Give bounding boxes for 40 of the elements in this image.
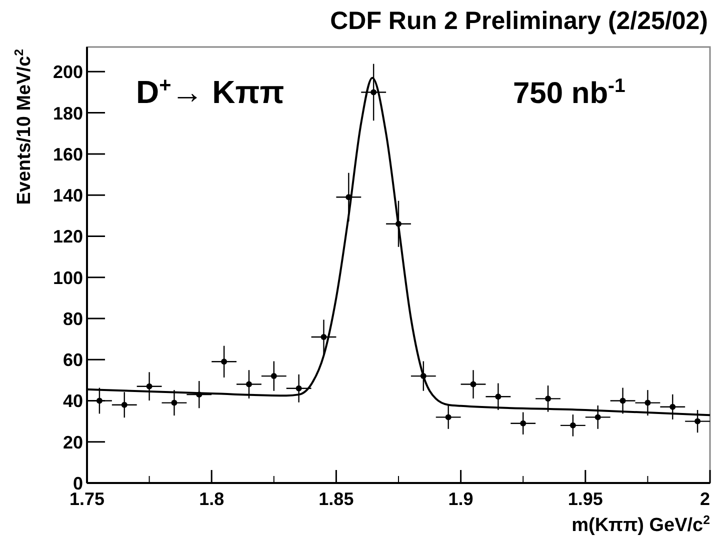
point: [470, 381, 476, 388]
point: [694, 418, 701, 424]
point: [370, 89, 377, 96]
annotation: D$^{+}$→ Kππ: [136, 74, 284, 110]
annotation: 750 nb$^{-1}$: [513, 75, 626, 110]
y-tick-label: 200: [52, 62, 83, 82]
y-tick-label: 20: [62, 432, 83, 452]
y-tick-label: 180: [52, 103, 83, 124]
point: [221, 358, 228, 365]
point: [320, 334, 327, 340]
point: [594, 414, 601, 420]
y-tick-label: 160: [52, 144, 83, 164]
point: [620, 398, 626, 404]
point: [570, 422, 576, 428]
y-tick-label: 60: [62, 350, 83, 370]
point: [644, 400, 651, 406]
point: [146, 383, 152, 390]
x-tick-label: 1.85: [318, 489, 354, 509]
y-tick-label: 40: [62, 391, 83, 412]
point: [246, 381, 252, 388]
x-tick-label: 1.8: [199, 489, 224, 509]
y-tick-label: 80: [62, 308, 83, 329]
point: [171, 400, 178, 406]
x-tick-label: 1.95: [568, 489, 603, 509]
x-axis-title: m(Kππ) GeV/c$^{2}$: [572, 513, 710, 536]
x-tick-label: 2: [700, 489, 710, 509]
point: [520, 420, 526, 426]
point: [495, 394, 502, 400]
point: [121, 402, 128, 408]
x-tick-label: 1.9: [448, 489, 474, 509]
point: [96, 398, 102, 404]
point: [445, 414, 452, 420]
point: [545, 396, 552, 402]
point: [670, 404, 676, 410]
y-tick-label: 120: [52, 226, 83, 247]
point: [270, 373, 277, 380]
y-tick-label: 100: [52, 268, 83, 288]
point: [296, 385, 302, 392]
y-tick-label: 140: [52, 186, 83, 206]
chart-title: CDF Run 2 Preliminary (2/25/02): [330, 7, 708, 35]
